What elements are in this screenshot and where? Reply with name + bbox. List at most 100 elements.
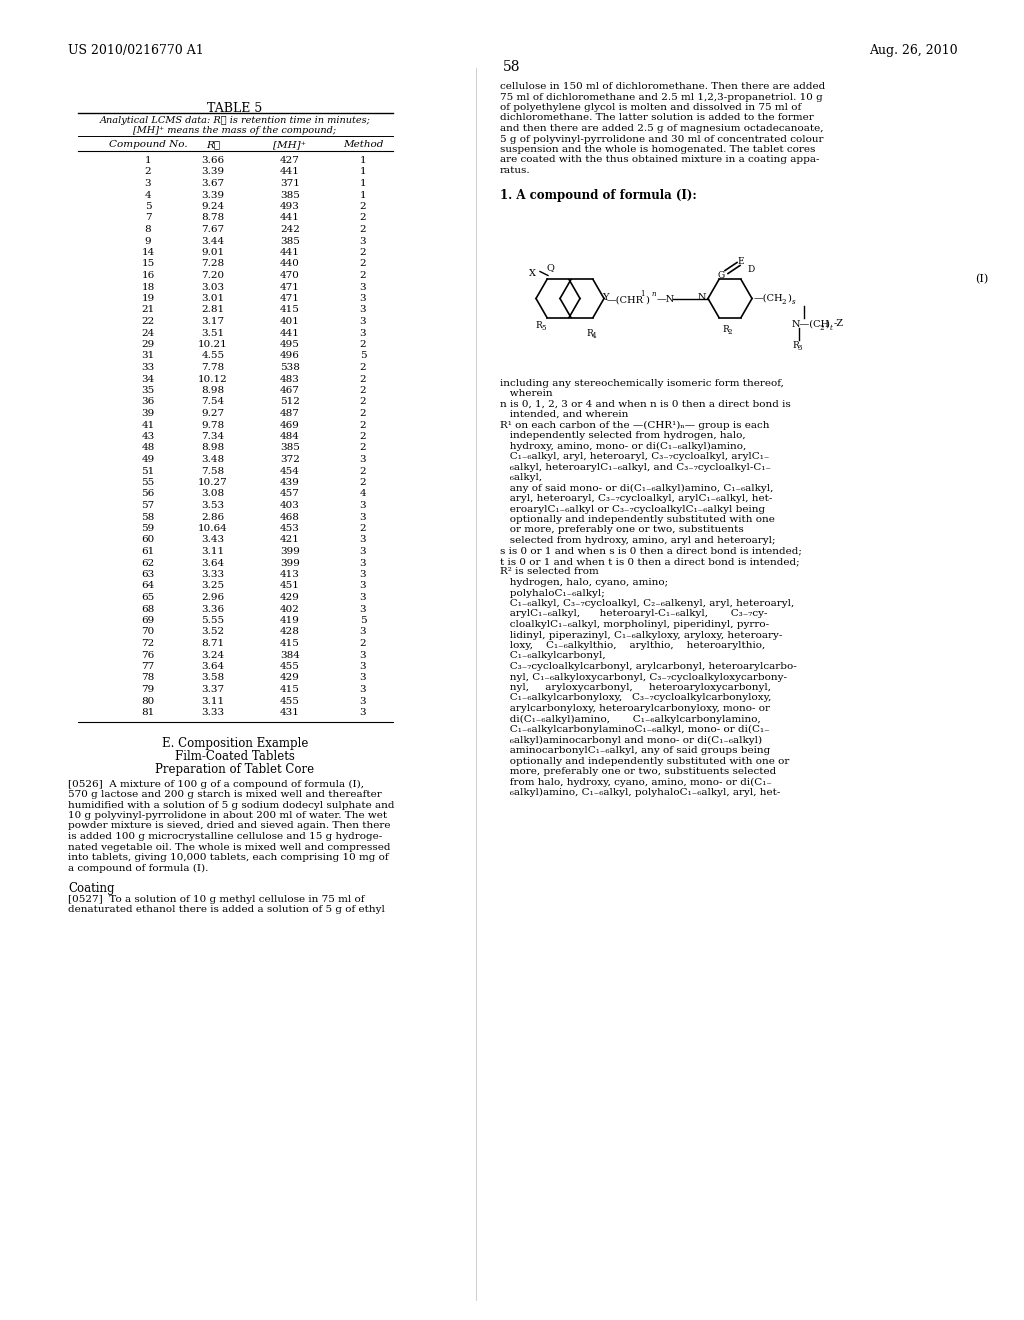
Text: loxy,    C₁₋₆alkylthio,    arylthio,    heteroarylthio,: loxy, C₁₋₆alkylthio, arylthio, heteroary… bbox=[500, 642, 765, 649]
Text: 9.24: 9.24 bbox=[202, 202, 224, 211]
Text: D: D bbox=[746, 264, 755, 273]
Text: any of said mono- or di(C₁₋₆alkyl)amino, C₁₋₆alkyl,: any of said mono- or di(C₁₋₆alkyl)amino,… bbox=[500, 483, 773, 492]
Text: is added 100 g microcrystalline cellulose and 15 g hydroge-: is added 100 g microcrystalline cellulos… bbox=[68, 832, 382, 841]
Text: —(CH: —(CH bbox=[754, 293, 783, 302]
Text: 2: 2 bbox=[359, 639, 367, 648]
Text: 402: 402 bbox=[280, 605, 300, 614]
Text: 3.67: 3.67 bbox=[202, 180, 224, 187]
Text: [0527]  To a solution of 10 g methyl cellulose in 75 ml of: [0527] To a solution of 10 g methyl cell… bbox=[68, 895, 365, 904]
Text: 43: 43 bbox=[141, 432, 155, 441]
Text: 471: 471 bbox=[280, 294, 300, 304]
Text: TABLE 5: TABLE 5 bbox=[208, 102, 262, 115]
Text: 468: 468 bbox=[280, 512, 300, 521]
Text: 3: 3 bbox=[359, 502, 367, 510]
Text: 3: 3 bbox=[359, 317, 367, 326]
Text: 441: 441 bbox=[280, 168, 300, 177]
Text: 9: 9 bbox=[144, 236, 152, 246]
Text: 3: 3 bbox=[359, 685, 367, 694]
Text: 429: 429 bbox=[280, 593, 300, 602]
Text: 58: 58 bbox=[503, 59, 521, 74]
Text: 2: 2 bbox=[359, 466, 367, 475]
Text: 7.34: 7.34 bbox=[202, 432, 224, 441]
Text: ): ) bbox=[825, 319, 828, 329]
Text: C₁₋₆alkylcarbonylaminoC₁₋₆alkyl, mono- or di(C₁₋: C₁₋₆alkylcarbonylaminoC₁₋₆alkyl, mono- o… bbox=[500, 725, 770, 734]
Text: 29: 29 bbox=[141, 341, 155, 348]
Text: R: R bbox=[792, 342, 799, 351]
Text: 3: 3 bbox=[359, 570, 367, 579]
Text: into tablets, giving 10,000 tablets, each comprising 10 mg of: into tablets, giving 10,000 tablets, eac… bbox=[68, 853, 389, 862]
Text: 469: 469 bbox=[280, 421, 300, 429]
Text: 385: 385 bbox=[280, 190, 300, 199]
Text: 3: 3 bbox=[359, 236, 367, 246]
Text: 1: 1 bbox=[359, 180, 367, 187]
Text: 59: 59 bbox=[141, 524, 155, 533]
Text: 2: 2 bbox=[359, 202, 367, 211]
Text: 2: 2 bbox=[359, 248, 367, 257]
Text: 570 g lactose and 200 g starch is mixed well and thereafter: 570 g lactose and 200 g starch is mixed … bbox=[68, 789, 382, 799]
Text: 4: 4 bbox=[144, 190, 152, 199]
Text: 4: 4 bbox=[592, 331, 597, 339]
Text: R¹ on each carbon of the —(CHR¹)ₙ— group is each: R¹ on each carbon of the —(CHR¹)ₙ— group… bbox=[500, 421, 769, 429]
Text: 7.20: 7.20 bbox=[202, 271, 224, 280]
Text: 467: 467 bbox=[280, 385, 300, 395]
Text: 64: 64 bbox=[141, 582, 155, 590]
Text: 18: 18 bbox=[141, 282, 155, 292]
Text: 470: 470 bbox=[280, 271, 300, 280]
Text: 22: 22 bbox=[141, 317, 155, 326]
Text: independently selected from hydrogen, halo,: independently selected from hydrogen, ha… bbox=[500, 432, 745, 440]
Text: 493: 493 bbox=[280, 202, 300, 211]
Text: 4.55: 4.55 bbox=[202, 351, 224, 360]
Text: 3: 3 bbox=[359, 673, 367, 682]
Text: 3: 3 bbox=[144, 180, 152, 187]
Text: 10.27: 10.27 bbox=[198, 478, 228, 487]
Text: 454: 454 bbox=[280, 466, 300, 475]
Text: 62: 62 bbox=[141, 558, 155, 568]
Text: and then there are added 2.5 g of magnesium octadecanoate,: and then there are added 2.5 g of magnes… bbox=[500, 124, 823, 133]
Text: nyl,     aryloxycarbonyl,     heteroaryloxycarbonyl,: nyl, aryloxycarbonyl, heteroaryloxycarbo… bbox=[500, 682, 771, 692]
Text: 33: 33 bbox=[141, 363, 155, 372]
Text: Compound No.: Compound No. bbox=[109, 140, 187, 149]
Text: 68: 68 bbox=[141, 605, 155, 614]
Text: C₁₋₆alkyl, aryl, heteroaryl, C₃₋₇cycloalkyl, arylC₁₋: C₁₋₆alkyl, aryl, heteroaryl, C₃₋₇cycloal… bbox=[500, 451, 769, 461]
Text: or more, preferably one or two, substituents: or more, preferably one or two, substitu… bbox=[500, 525, 743, 535]
Text: 79: 79 bbox=[141, 685, 155, 694]
Text: 2.96: 2.96 bbox=[202, 593, 224, 602]
Text: Method: Method bbox=[343, 140, 383, 149]
Text: 9.78: 9.78 bbox=[202, 421, 224, 429]
Text: cloalkylC₁₋₆alkyl, morpholinyl, piperidinyl, pyrro-: cloalkylC₁₋₆alkyl, morpholinyl, piperidi… bbox=[500, 620, 769, 630]
Text: 3: 3 bbox=[359, 663, 367, 671]
Text: 2: 2 bbox=[359, 375, 367, 384]
Text: 3.51: 3.51 bbox=[202, 329, 224, 338]
Text: are coated with the thus obtained mixture in a coating appa-: are coated with the thus obtained mixtur… bbox=[500, 156, 819, 165]
Text: C₃₋₇cycloalkylcarbonyl, arylcarbonyl, heteroarylcarbo-: C₃₋₇cycloalkylcarbonyl, arylcarbonyl, he… bbox=[500, 663, 797, 671]
Text: aminocarbonylC₁₋₆alkyl, any of said groups being: aminocarbonylC₁₋₆alkyl, any of said grou… bbox=[500, 746, 770, 755]
Text: 7: 7 bbox=[144, 214, 152, 223]
Text: 31: 31 bbox=[141, 351, 155, 360]
Text: powder mixture is sieved, dried and sieved again. Then there: powder mixture is sieved, dried and siev… bbox=[68, 821, 390, 830]
Text: R: R bbox=[586, 329, 593, 338]
Text: 15: 15 bbox=[141, 260, 155, 268]
Text: 3: 3 bbox=[359, 708, 367, 717]
Text: 3.03: 3.03 bbox=[202, 282, 224, 292]
Text: 10.12: 10.12 bbox=[198, 375, 228, 384]
Text: 2: 2 bbox=[359, 224, 367, 234]
Text: 5: 5 bbox=[359, 616, 367, 624]
Text: 3: 3 bbox=[359, 305, 367, 314]
Text: 484: 484 bbox=[280, 432, 300, 441]
Text: 2: 2 bbox=[359, 409, 367, 418]
Text: E. Composition Example: E. Composition Example bbox=[162, 738, 308, 751]
Text: 421: 421 bbox=[280, 536, 300, 544]
Text: 39: 39 bbox=[141, 409, 155, 418]
Text: 2: 2 bbox=[359, 444, 367, 453]
Text: 8.98: 8.98 bbox=[202, 444, 224, 453]
Text: 10.21: 10.21 bbox=[198, 341, 228, 348]
Text: 3.52: 3.52 bbox=[202, 627, 224, 636]
Text: 2.81: 2.81 bbox=[202, 305, 224, 314]
Text: 2: 2 bbox=[359, 260, 367, 268]
Text: t is 0 or 1 and when t is 0 then a direct bond is intended;: t is 0 or 1 and when t is 0 then a direc… bbox=[500, 557, 800, 566]
Text: 24: 24 bbox=[141, 329, 155, 338]
Text: Aug. 26, 2010: Aug. 26, 2010 bbox=[869, 44, 958, 57]
Text: Rℓ: Rℓ bbox=[206, 140, 220, 149]
Text: 1: 1 bbox=[359, 168, 367, 177]
Text: (I): (I) bbox=[975, 273, 988, 284]
